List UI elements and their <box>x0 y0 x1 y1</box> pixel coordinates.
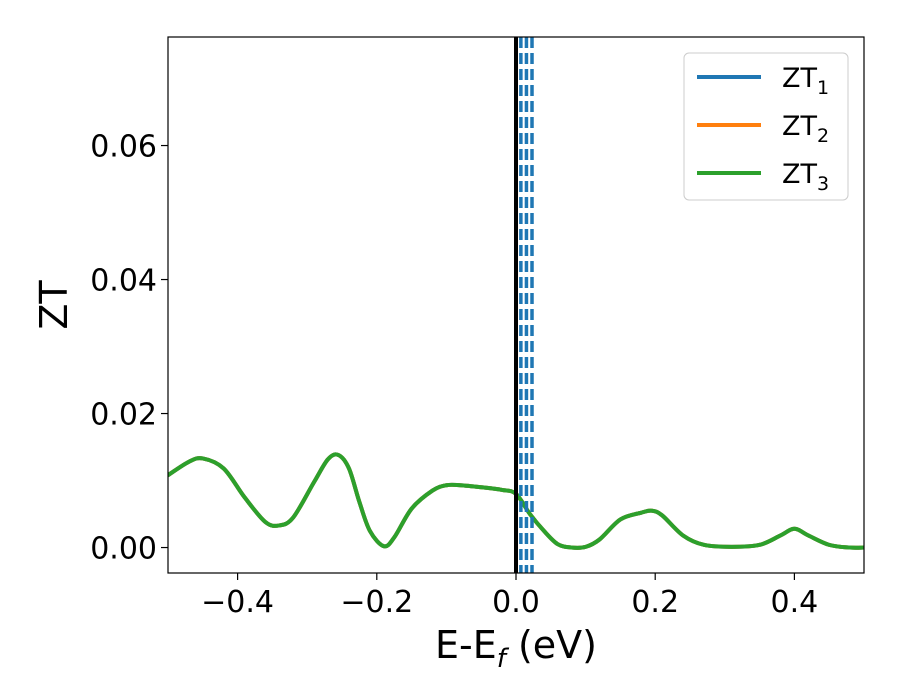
y-tick-label: 0.02 <box>90 398 157 433</box>
x-tick-label: −0.2 <box>340 585 413 620</box>
legend-label-zt3: ZT3 <box>782 159 829 195</box>
x-axis: −0.4 −0.2 0.0 0.2 0.4 <box>201 573 818 620</box>
x-tick-label: −0.4 <box>201 585 274 620</box>
x-axis-label-unit: (eV) <box>506 623 597 667</box>
x-tick-label: 0.4 <box>771 585 819 620</box>
x-tick-label: 0.2 <box>631 585 679 620</box>
y-tick-label: 0.04 <box>90 264 157 299</box>
y-axis: 0.00 0.02 0.04 0.06 <box>90 130 168 567</box>
series-line-zt3 <box>168 452 864 550</box>
y-tick-label: 0.00 <box>90 532 157 567</box>
x-axis-label: E-Ef (eV) <box>435 623 597 674</box>
y-tick-label: 0.06 <box>90 130 157 165</box>
legend-box <box>683 52 849 201</box>
legend-label-zt1: ZT1 <box>782 63 829 99</box>
y-axis-label: ZT <box>32 280 76 330</box>
x-tick-label: 0.0 <box>492 585 540 620</box>
x-axis-label-main: E-E <box>435 623 497 667</box>
legend-label-zt2: ZT2 <box>782 111 829 147</box>
legend: ZT1 ZT2 ZT3 <box>683 52 849 201</box>
plot-area <box>168 37 864 573</box>
